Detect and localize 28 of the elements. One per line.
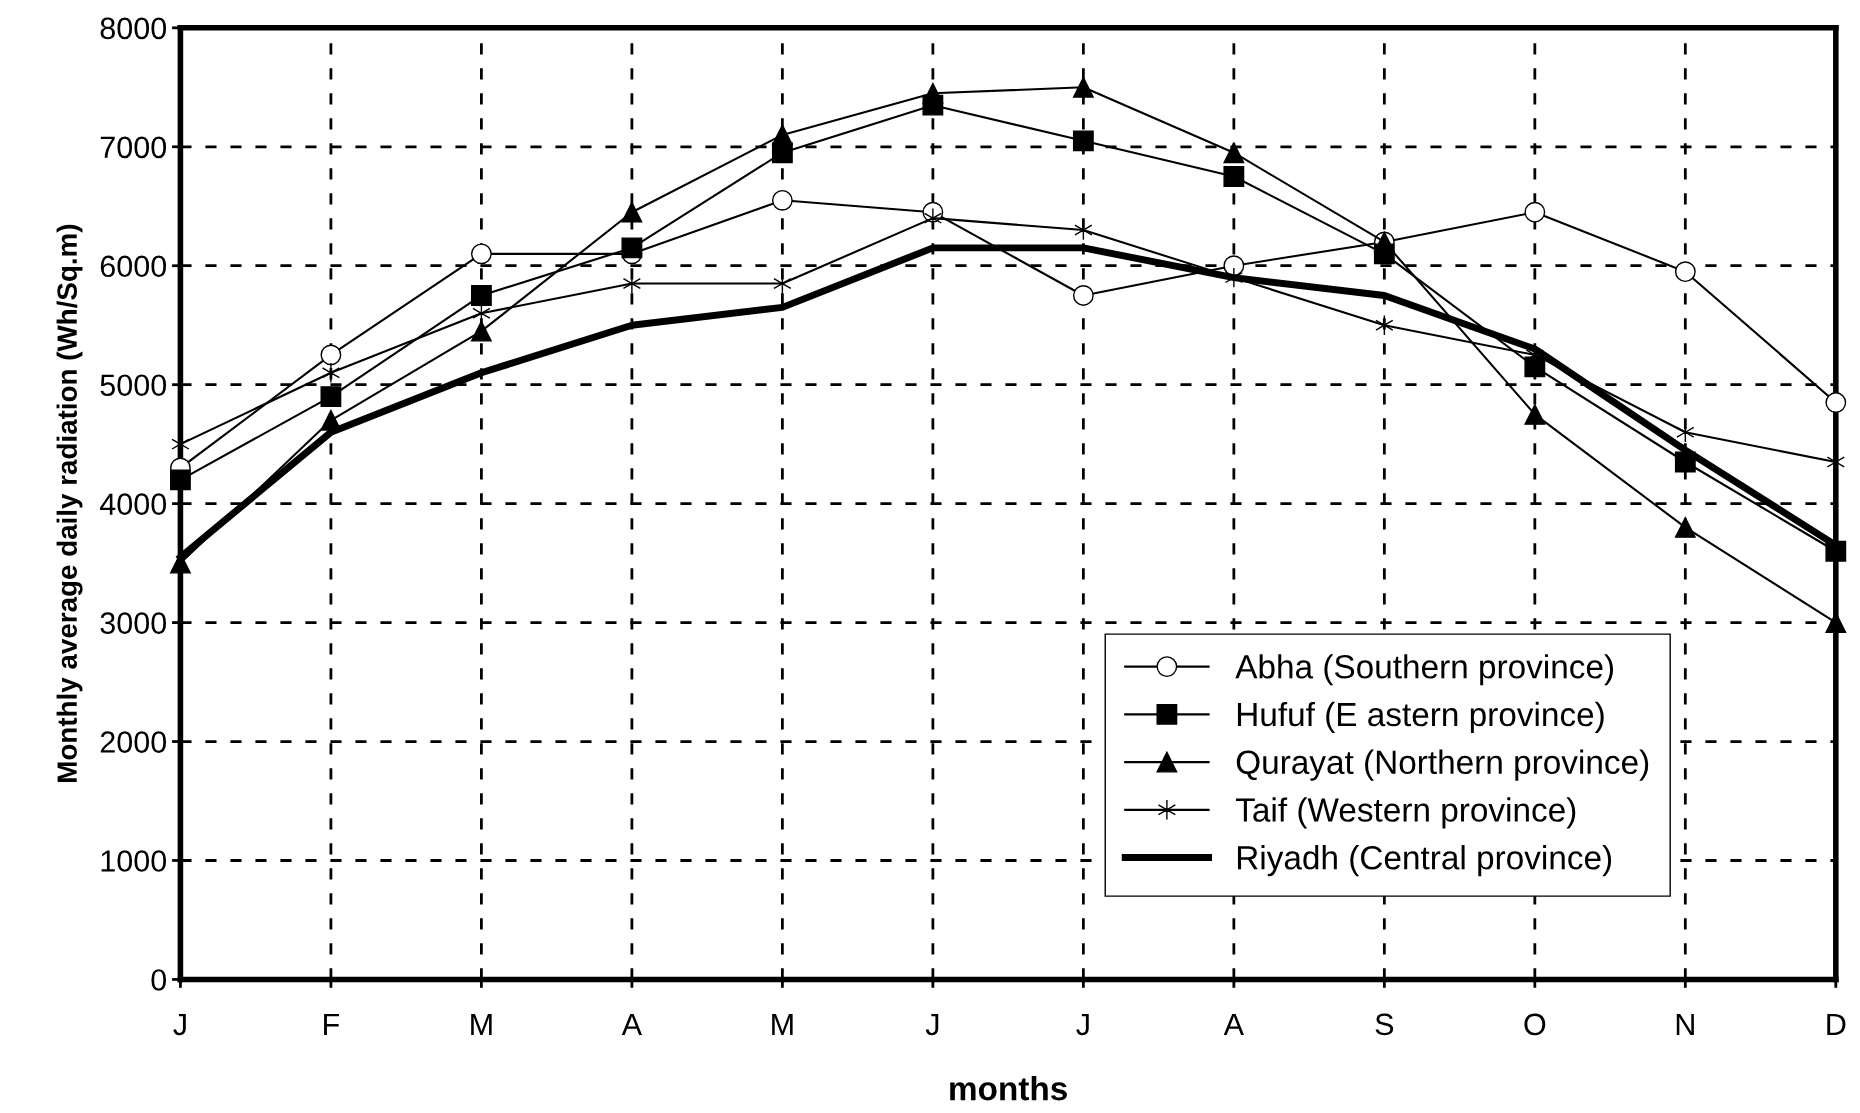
x-axis-title: months [950, 1075, 1067, 1101]
x-tick-label: J [173, 1013, 186, 1036]
y-tick-label: 0 [151, 969, 167, 991]
legend-label: Qurayat (Northern province) [1236, 749, 1649, 781]
y-tick-label: 2000 [100, 731, 167, 753]
x-tick-label: N [1676, 1013, 1694, 1035]
x-tick-label: O [1524, 1013, 1546, 1036]
y-tick-label: 4000 [99, 493, 167, 515]
y-tick-label: 5000 [100, 374, 167, 397]
x-tick-label: J [925, 1013, 939, 1036]
x-tick-label: M [471, 1013, 492, 1035]
y-tick-label: 6000 [100, 255, 167, 278]
y-tick-label: 7000 [100, 136, 167, 159]
y-tick-label: 3000 [100, 612, 167, 634]
legend-label: Hufuf (E astern province) [1237, 701, 1604, 733]
legend-label: Riyadh (Central province) [1237, 845, 1612, 877]
x-tick-label: F [324, 1013, 340, 1035]
y-tick-label: 1000 [101, 850, 167, 872]
x-tick-label: S [1375, 1013, 1394, 1036]
x-tick-label: J [1076, 1013, 1089, 1036]
legend-label: Abha (Southern province) [1235, 654, 1614, 686]
x-tick-label: A [1223, 1013, 1244, 1035]
x-tick-label: D [1827, 1013, 1846, 1035]
y-tick-label: 8000 [100, 17, 167, 40]
x-tick-label: M [772, 1013, 793, 1035]
legend-label: Taif (Western province) [1235, 797, 1576, 829]
y-axis-title: Monthly average daily radiation (Wh/Sq.m) [56, 224, 83, 782]
x-tick-label: A [621, 1013, 643, 1035]
